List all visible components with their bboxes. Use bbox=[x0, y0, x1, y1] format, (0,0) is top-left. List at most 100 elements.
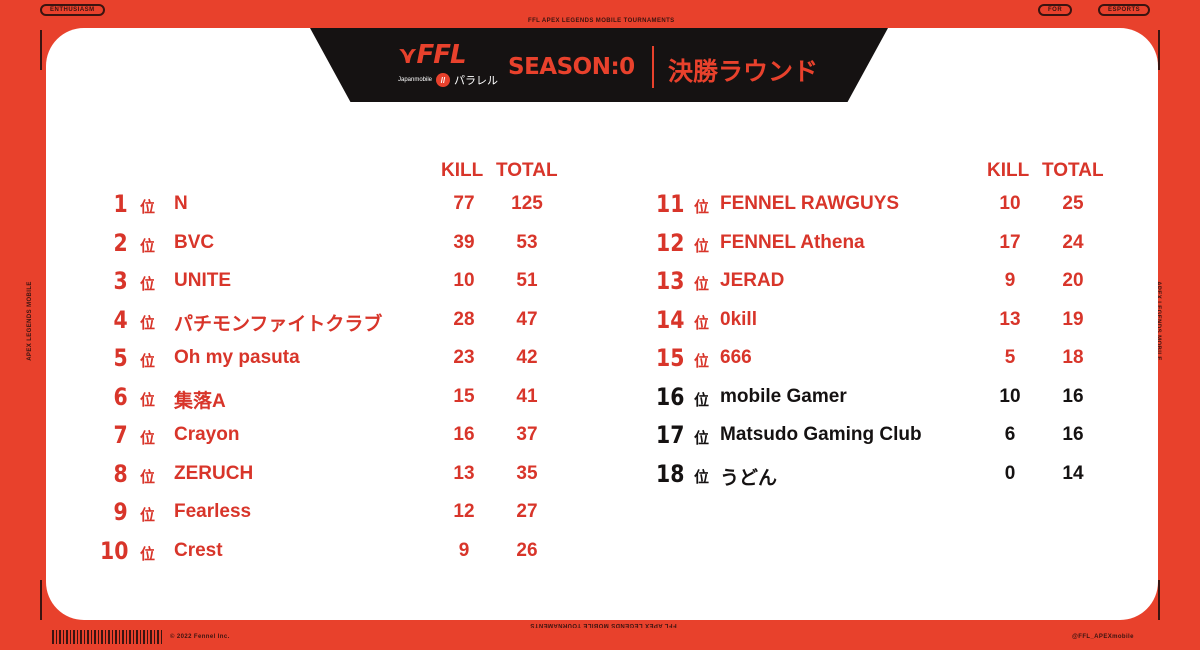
rank-number: 5 bbox=[113, 344, 128, 372]
rank-suffix: 位 bbox=[140, 429, 156, 447]
results-panel bbox=[46, 28, 1158, 620]
top-caption: FFL APEX LEGENDS MOBILE TOURNAMENTS bbox=[528, 18, 675, 24]
standings-row: 16 位 mobile Gamer 10 16 bbox=[0, 383, 1200, 413]
standings-row: 15 位 666 5 18 bbox=[0, 344, 1200, 374]
kill-count: 77 bbox=[453, 193, 475, 214]
enthusiasm-tag: ENTHUSIASM bbox=[40, 4, 105, 16]
total-points: 27 bbox=[516, 501, 538, 522]
kill-count: 9 bbox=[1004, 270, 1016, 291]
team-name: UNITE bbox=[174, 270, 231, 291]
team-name: パチモンファイトクラブ bbox=[174, 313, 383, 335]
total-header-left: TOTAL bbox=[496, 160, 558, 181]
total-points: 37 bbox=[516, 424, 538, 445]
frame-line-bl bbox=[40, 580, 42, 620]
kill-count: 10 bbox=[999, 193, 1021, 214]
rank-suffix: 位 bbox=[694, 313, 710, 332]
team-name: FENNEL RAWGUYS bbox=[720, 193, 900, 214]
total-points: 26 bbox=[516, 539, 538, 561]
team-name: 0kill bbox=[720, 308, 757, 330]
frame-line-tr bbox=[1158, 30, 1160, 70]
team-name: 666 bbox=[720, 347, 752, 368]
standings-row: 7 位 Crayon 16 37 bbox=[0, 421, 1200, 451]
total-points: 16 bbox=[1062, 424, 1084, 445]
kill-count: 13 bbox=[453, 462, 475, 484]
logo-sub-text: パラレル bbox=[454, 74, 499, 87]
rank-suffix: 位 bbox=[694, 429, 710, 447]
team-name: うどん bbox=[720, 467, 778, 489]
team-name: Crayon bbox=[174, 424, 240, 445]
kill-count: 6 bbox=[1004, 424, 1016, 445]
total-points: 18 bbox=[1062, 347, 1084, 368]
rank-number: 2 bbox=[113, 228, 128, 257]
season-title: SEASON:0 bbox=[508, 54, 635, 80]
rank-suffix: 位 bbox=[694, 236, 710, 255]
standings-row: 1 位 N 77 125 bbox=[0, 190, 1200, 220]
rank-number: 4 bbox=[113, 305, 128, 334]
standings-row: 12 位 FENNEL Athena 17 24 bbox=[0, 229, 1200, 259]
standings-row: 11 位 FENNEL RAWGUYS 10 25 bbox=[0, 190, 1200, 220]
kill-count: 9 bbox=[458, 539, 470, 561]
rank-number: 9 bbox=[113, 498, 128, 526]
rank-number: 15 bbox=[655, 344, 684, 372]
total-points: 20 bbox=[1062, 270, 1084, 291]
team-name: Oh my pasuta bbox=[174, 347, 300, 368]
kill-count: 16 bbox=[453, 424, 475, 445]
team-name: N bbox=[174, 193, 188, 214]
standings-row: 13 位 JERAD 9 20 bbox=[0, 267, 1200, 297]
rank-suffix: 位 bbox=[694, 275, 710, 293]
rank-number: 10 bbox=[99, 536, 128, 565]
total-points: 42 bbox=[516, 347, 538, 368]
total-header-right: TOTAL bbox=[1042, 160, 1104, 181]
kill-header-right: KILL bbox=[987, 160, 1030, 181]
kill-count: 12 bbox=[453, 501, 475, 522]
header-divider bbox=[652, 46, 654, 88]
rank-number: 6 bbox=[113, 382, 128, 411]
total-points: 125 bbox=[511, 193, 543, 214]
team-name: Matsudo Gaming Club bbox=[720, 424, 922, 445]
standings-row: 18 位うどん 0 14 bbox=[0, 460, 1200, 490]
logo-brand: Japanmobile bbox=[398, 77, 433, 83]
standings-row: 5 位 Oh my pasuta 23 42 bbox=[0, 344, 1200, 374]
kill-count: 28 bbox=[453, 308, 475, 330]
total-points: 19 bbox=[1062, 308, 1084, 330]
team-name: mobile Gamer bbox=[720, 385, 847, 407]
rank-suffix: 位 bbox=[694, 198, 710, 216]
kill-count: 5 bbox=[1004, 347, 1016, 368]
team-name: BVC bbox=[174, 231, 215, 253]
ffl-logo: ⋎FFL bbox=[398, 40, 467, 70]
rank-number: 11 bbox=[655, 190, 684, 218]
esports-tag: ESPORTS bbox=[1098, 4, 1151, 16]
standings-row: 3 位 UNITE 10 51 bbox=[0, 267, 1200, 297]
standings-row: 8 位 ZERUCH 13 35 bbox=[0, 460, 1200, 490]
parallel-badge-icon: // bbox=[436, 73, 451, 87]
standings-row: 17 位 Matsudo Gaming Club 6 16 bbox=[0, 421, 1200, 451]
rank-suffix: 位 bbox=[694, 390, 710, 409]
total-points: 16 bbox=[1062, 385, 1084, 407]
kill-header-left: KILL bbox=[441, 160, 484, 181]
kill-count: 23 bbox=[453, 347, 475, 368]
total-points: 35 bbox=[516, 462, 538, 484]
team-name: FENNEL Athena bbox=[720, 231, 865, 253]
standings-row: 10 位 Crest 9 26 bbox=[0, 537, 1200, 567]
total-points: 53 bbox=[516, 231, 538, 253]
rank-suffix: 位 bbox=[140, 313, 156, 332]
total-points: 51 bbox=[516, 270, 538, 291]
frame-line-tl bbox=[40, 30, 42, 70]
round-title: 決勝ラウンド bbox=[668, 57, 819, 86]
standings-row: 4 位パチモンファイトクラブ 28 47 bbox=[0, 306, 1200, 336]
rank-number: 3 bbox=[113, 267, 128, 295]
header-banner bbox=[310, 28, 888, 102]
total-points: 24 bbox=[1062, 231, 1084, 253]
team-name: JERAD bbox=[720, 270, 785, 291]
kill-count: 10 bbox=[453, 270, 475, 291]
copyright-text: © 2022 Fennel Inc. bbox=[170, 634, 230, 640]
team-name: Crest bbox=[174, 539, 223, 561]
rank-suffix: 位 bbox=[140, 390, 156, 409]
total-points: 47 bbox=[516, 308, 538, 330]
for-tag: FOR bbox=[1038, 4, 1073, 16]
standings-row: 6 位集落A 15 41 bbox=[0, 383, 1200, 413]
team-name: 集落A bbox=[174, 390, 226, 412]
barcode-graphic bbox=[52, 630, 162, 644]
standings-row: 2 位 BVC 39 53 bbox=[0, 229, 1200, 259]
rank-number: 18 bbox=[655, 459, 684, 488]
